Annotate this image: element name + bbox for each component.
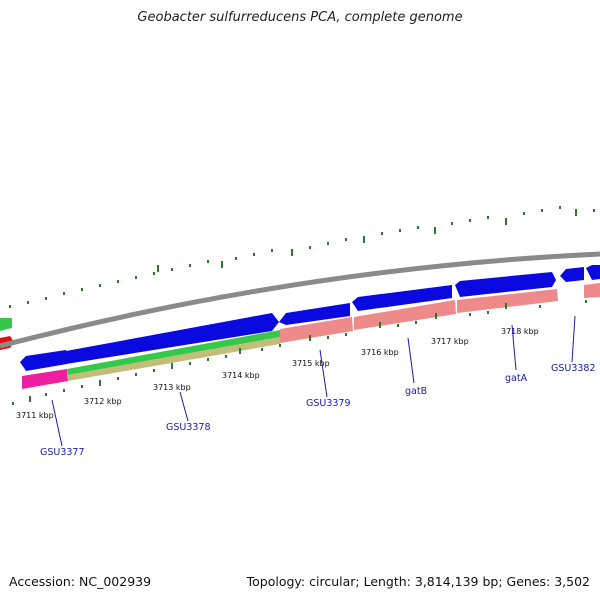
feature-olive	[68, 337, 280, 381]
left-green-feature	[0, 318, 12, 331]
kbp-label: 3714 kbp	[222, 371, 260, 380]
feature-salmon-3	[457, 289, 558, 313]
gene-arrow-gatA	[455, 272, 556, 297]
gene-labels: GSU3377 GSU3378 GSU3379 gatB gatA GSU338…	[40, 363, 596, 458]
gene-label-GSU3382: GSU3382	[551, 363, 596, 374]
kbp-label: 3713 kbp	[153, 383, 191, 392]
inner-tick-ring	[12, 300, 587, 405]
gene-label-GSU3377: GSU3377	[40, 447, 85, 458]
gene-arrow-GSU3377	[20, 350, 67, 371]
map-title: Geobacter sulfurreducens PCA, complete g…	[137, 10, 463, 25]
gene-label-GSU3378: GSU3378	[166, 422, 211, 433]
feature-salmon-1	[280, 317, 353, 343]
accession-text: Accession: NC_002939	[9, 574, 152, 589]
gene-label-gatB: gatB	[405, 386, 427, 397]
gene-arrow-gatB	[352, 285, 452, 311]
gene-arrow-GSU3378	[66, 313, 279, 364]
genome-backbone	[0, 251, 600, 349]
kbp-label: 3716 kbp	[361, 348, 399, 357]
scale-labels: 3711 kbp 3712 kbp 3713 kbp 3714 kbp 3715…	[16, 327, 539, 420]
topology-text: Topology: circular; Length: 3,814,139 bp…	[246, 574, 590, 589]
gene-arrow-next	[586, 265, 600, 280]
feature-green	[67, 330, 280, 375]
gene-arrow-GSU3379	[279, 303, 350, 325]
kbp-label: 3718 kbp	[501, 327, 539, 336]
kbp-label: 3712 kbp	[84, 397, 122, 406]
gene-label-GSU3379: GSU3379	[306, 398, 351, 409]
kbp-label: 3715 kbp	[292, 359, 330, 368]
feature-salmon-4	[584, 283, 600, 298]
kbp-label: 3717 kbp	[431, 337, 469, 346]
gene-label-gatA: gatA	[505, 373, 528, 384]
inner-features	[22, 283, 600, 389]
forward-genes	[20, 265, 600, 371]
kbp-label: 3711 kbp	[16, 411, 54, 420]
gene-arrow-GSU3382	[560, 267, 584, 282]
outer-tick-ring	[9, 206, 595, 308]
feature-pink	[22, 369, 68, 389]
leader-lines	[51, 315, 576, 447]
